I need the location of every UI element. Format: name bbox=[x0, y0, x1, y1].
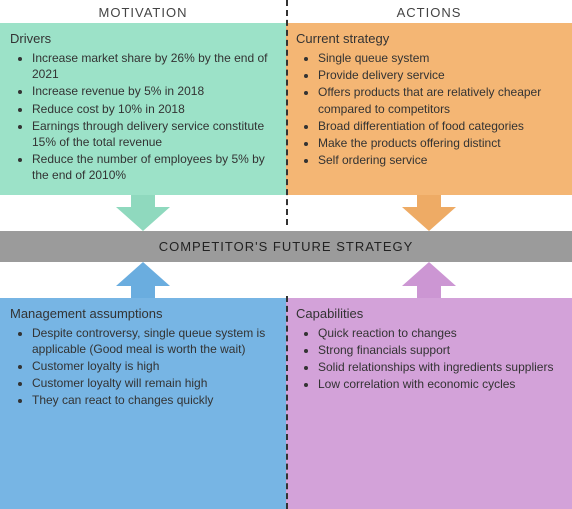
list-item: Reduce cost by 10% in 2018 bbox=[32, 101, 276, 117]
arrow-up-right-cell bbox=[286, 262, 572, 298]
quadrant-capabilities: Capabilities Quick reaction to changes S… bbox=[286, 298, 572, 509]
quadrant-management-assumptions: Management assumptions Despite controver… bbox=[0, 298, 286, 509]
list-item: Self ordering service bbox=[318, 152, 562, 168]
arrow-up-icon bbox=[394, 262, 464, 298]
quadrant-title: Management assumptions bbox=[10, 306, 276, 321]
quadrant-list: Despite controversy, single queue system… bbox=[10, 325, 276, 409]
list-item: Broad differentiation of food categories bbox=[318, 118, 562, 134]
center-strategy-bar: COMPETITOR'S FUTURE STRATEGY bbox=[0, 231, 572, 262]
quadrant-drivers: Drivers Increase market share by 26% by … bbox=[0, 23, 286, 195]
quadrant-list: Single queue system Provide delivery ser… bbox=[296, 50, 562, 168]
arrow-row-up bbox=[0, 262, 572, 298]
quadrant-current-strategy: Current strategy Single queue system Pro… bbox=[286, 23, 572, 195]
list-item: Increase market share by 26% by the end … bbox=[32, 50, 276, 82]
list-item: Increase revenue by 5% in 2018 bbox=[32, 83, 276, 99]
arrow-down-left-cell bbox=[0, 195, 286, 231]
list-item: Reduce the number of employees by 5% by … bbox=[32, 151, 276, 183]
list-item: Strong financials support bbox=[318, 342, 562, 358]
quadrant-list: Quick reaction to changes Strong financi… bbox=[296, 325, 562, 393]
top-quadrant-row: Drivers Increase market share by 26% by … bbox=[0, 23, 572, 195]
header-row: MOTIVATION ACTIONS bbox=[0, 0, 572, 23]
quadrant-title: Drivers bbox=[10, 31, 276, 46]
diagram-container: MOTIVATION ACTIONS Drivers Increase mark… bbox=[0, 0, 572, 509]
list-item: Low correlation with economic cycles bbox=[318, 376, 562, 392]
quadrant-list: Increase market share by 26% by the end … bbox=[10, 50, 276, 184]
list-item: Make the products offering distinct bbox=[318, 135, 562, 151]
quadrant-title: Current strategy bbox=[296, 31, 562, 46]
list-item: Offers products that are relatively chea… bbox=[318, 84, 562, 116]
list-item: Provide delivery service bbox=[318, 67, 562, 83]
list-item: Customer loyalty will remain high bbox=[32, 375, 276, 391]
quadrant-title: Capabilities bbox=[296, 306, 562, 321]
header-left: MOTIVATION bbox=[0, 0, 286, 23]
list-item: They can react to changes quickly bbox=[32, 392, 276, 408]
arrow-down-icon bbox=[108, 195, 178, 231]
list-item: Customer loyalty is high bbox=[32, 358, 276, 374]
header-right: ACTIONS bbox=[286, 0, 572, 23]
list-item: Quick reaction to changes bbox=[318, 325, 562, 341]
list-item: Earnings through delivery service consti… bbox=[32, 118, 276, 150]
bottom-quadrant-row: Management assumptions Despite controver… bbox=[0, 298, 572, 509]
arrow-up-icon bbox=[108, 262, 178, 298]
arrow-down-icon bbox=[394, 195, 464, 231]
arrow-up-left-cell bbox=[0, 262, 286, 298]
list-item: Solid relationships with ingredients sup… bbox=[318, 359, 562, 375]
list-item: Single queue system bbox=[318, 50, 562, 66]
arrow-row-down bbox=[0, 195, 572, 231]
list-item: Despite controversy, single queue system… bbox=[32, 325, 276, 357]
arrow-down-right-cell bbox=[286, 195, 572, 231]
